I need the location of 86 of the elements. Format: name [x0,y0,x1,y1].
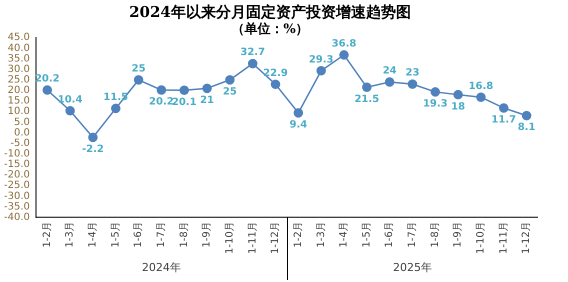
data-label: 9.4 [289,119,308,130]
y-tick-label: 40.0 [8,42,30,54]
point [522,110,532,120]
y-tick-label: 5.0 [14,116,30,128]
data-label: 21 [200,94,214,106]
x-tick-label: 1-8月 [178,221,190,248]
data-label: 8.1 [518,122,536,134]
chart-title: 2024年以来分月固定资产投资增速趋势图 [129,2,411,21]
y-tick-label: 10.0 [8,106,30,118]
x-tick-label: 1-11月 [498,221,510,254]
point [202,84,212,94]
point [362,82,372,92]
y-tick-label: -40.0 [4,212,30,223]
point [316,66,326,76]
point [499,103,509,113]
point [65,106,75,116]
point [294,108,304,118]
y-tick-label: -10.0 [4,148,30,160]
data-label: 21.5 [354,94,380,105]
point [453,90,463,100]
point [384,77,394,87]
data-label: 16.8 [468,80,494,92]
data-label: 25 [222,86,237,98]
data-label: 10.4 [58,94,82,106]
x-tick-label: 1-9月 [452,221,464,248]
data-label: 23 [406,68,420,79]
x-tick-label: 1-6月 [384,221,396,248]
data-label: 18 [451,101,466,112]
point [430,87,440,97]
y-tick-label: -35.0 [4,201,30,212]
point [179,85,189,95]
y-tick-label: 25.0 [8,74,30,86]
x-tick-label: 1-5月 [361,221,372,248]
x-tick-label: 1-11月 [247,221,258,254]
y-tick-label: 45.0 [8,32,30,44]
point [42,85,52,95]
data-label: 25 [132,63,146,74]
point [88,132,98,142]
point [476,92,486,102]
x-tick-label: 1-4月 [88,221,99,248]
x-tick-label: 1-8月 [430,221,441,248]
text: 2025年 [392,260,432,274]
x-tick-label: 1-10月 [476,221,487,254]
data-label: 24 [382,66,397,77]
data-label: 22.9 [263,68,288,79]
point [134,75,144,85]
x-tick-label: 1-5月 [110,221,122,248]
y-tick-label: 30.0 [8,64,30,75]
y-tick-label: -15.0 [4,159,30,170]
point [225,75,235,85]
point [156,85,166,95]
data-label: 11.7 [491,114,516,126]
y-tick-label: -25.0 [4,180,30,192]
y-tick-label: 15.0 [8,96,30,107]
point [270,80,280,90]
y-tick-label: -5.0 [10,138,30,149]
y-tick-label: -20.0 [4,170,30,181]
data-label: 19.3 [422,98,448,110]
data-label: 29.3 [308,54,334,66]
point [248,58,258,68]
data-label: -2.2 [82,144,104,155]
x-tick-label: 1-12月 [270,221,282,254]
data-label: 32.7 [240,47,266,58]
y-tick-label: 35.0 [8,53,30,64]
point [339,50,349,60]
y-tick-label: 0.0 [14,127,30,138]
data-label: 36.8 [332,38,356,50]
point [408,79,418,89]
x-tick-label: 1-2月 [42,221,53,248]
data-label: 20.1 [172,96,197,108]
y-tick-label: -30.0 [4,190,30,202]
x-tick-label: 1-9月 [202,221,213,248]
point [111,104,121,114]
x-tick-label: 1-6月 [133,221,144,248]
y-tick-label: 20.0 [8,85,30,96]
chart-subtitle: （单位：%） [231,21,309,38]
x-tick-label: 1-7月 [156,221,167,248]
x-tick-label: 1-3月 [64,221,76,248]
x-tick-label: 1-10月 [224,221,236,254]
x-tick-label: 1-7月 [407,221,418,248]
data-label: 20.2 [149,96,174,108]
x-tick-label: 1-3月 [316,221,327,248]
text: 2024年 [142,260,181,274]
x-tick-label: 1-2月 [292,221,304,248]
x-tick-label: 1-12月 [521,221,532,254]
x-tick-label: 1-4月 [338,221,350,248]
